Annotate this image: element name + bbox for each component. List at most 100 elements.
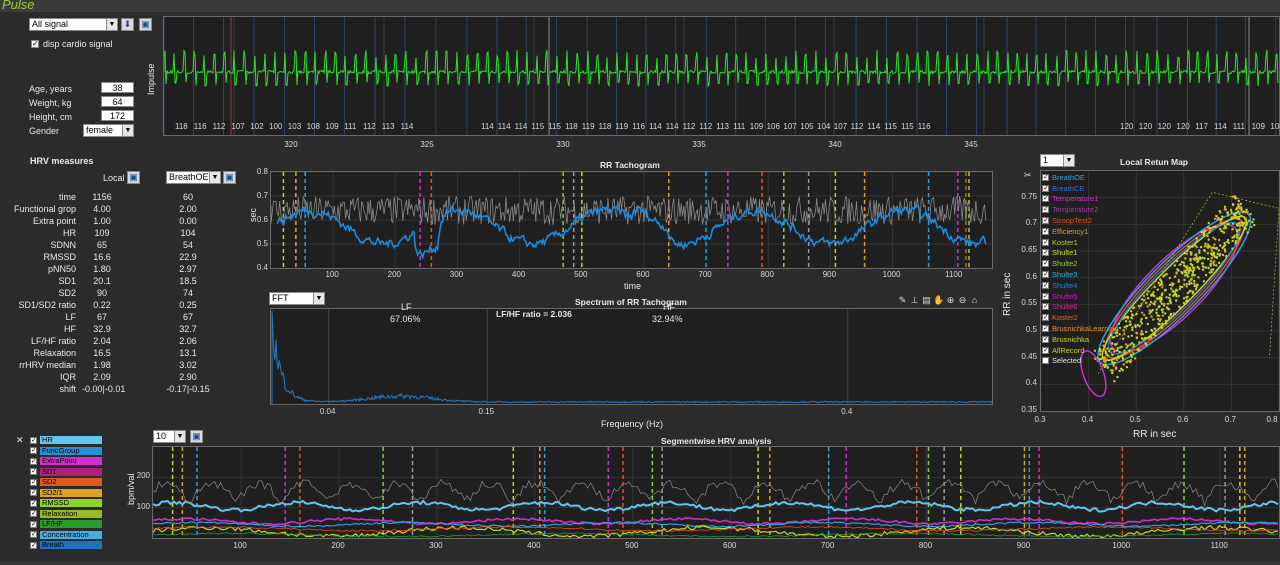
signal-select[interactable]: All signal ▼ bbox=[29, 18, 118, 31]
rm-legend-item[interactable]: ✓ Temperature1 bbox=[1042, 194, 1132, 205]
seg-legend-checkbox[interactable]: ✓ bbox=[30, 478, 37, 486]
rm-legend-item[interactable]: ✓ AllRecord bbox=[1042, 345, 1132, 356]
rr-plot[interactable] bbox=[270, 171, 993, 269]
height-input[interactable]: 172 bbox=[101, 110, 134, 121]
rm-legend-checkbox[interactable]: ✓ bbox=[1042, 249, 1049, 257]
zoom-out-icon[interactable]: ⊖ bbox=[958, 295, 967, 305]
rm-legend-checkbox[interactable]: ✓ bbox=[1042, 271, 1049, 279]
weight-input[interactable]: 64 bbox=[101, 96, 134, 107]
seg-legend-checkbox[interactable]: ✓ bbox=[30, 457, 37, 465]
home-icon[interactable]: ⌂ bbox=[971, 295, 978, 305]
rm-legend-item[interactable]: ✓ Shulte3 bbox=[1042, 269, 1132, 280]
seg-legend-item[interactable]: ✓ Breath bbox=[30, 540, 102, 551]
rm-point bbox=[1210, 268, 1213, 271]
gender-select[interactable]: female ▼ bbox=[83, 124, 134, 137]
segment-plot[interactable] bbox=[152, 446, 1280, 539]
segment-export-icon[interactable]: ▣ bbox=[190, 430, 203, 443]
rm-point bbox=[1193, 282, 1196, 285]
return-map-plot[interactable] bbox=[1040, 170, 1280, 412]
pan-icon[interactable]: ✋ bbox=[933, 295, 945, 305]
rm-legend-item[interactable]: ✓ Koster2 bbox=[1042, 312, 1132, 323]
rm-legend-item[interactable]: ✓ Shulte4 bbox=[1042, 280, 1132, 291]
seg-legend-item[interactable]: ✓ ExtraPoint bbox=[30, 456, 102, 467]
rm-legend-item[interactable]: ✓ Efficiency1 bbox=[1042, 226, 1132, 237]
disp-cardio-checkbox[interactable]: ✓ bbox=[31, 39, 39, 48]
rm-legend-checkbox[interactable]: ✓ bbox=[1042, 260, 1049, 268]
rm-legend-checkbox[interactable]: ✓ bbox=[1042, 227, 1049, 235]
rm-legend-item[interactable]: Selected bbox=[1042, 356, 1132, 367]
rm-point bbox=[1125, 346, 1128, 349]
rm-point bbox=[1151, 293, 1154, 296]
seg-legend-checkbox[interactable]: ✓ bbox=[30, 447, 37, 455]
ecg-plot[interactable] bbox=[163, 16, 1280, 136]
seg-legend-checkbox[interactable]: ✓ bbox=[30, 489, 37, 497]
rm-legend-item[interactable]: ✓ Shulte5 bbox=[1042, 291, 1132, 302]
seg-legend-checkbox[interactable]: ✓ bbox=[30, 520, 37, 528]
local-save-icon[interactable]: ▣ bbox=[127, 171, 140, 184]
seg-legend-item[interactable]: ✓ HR bbox=[30, 435, 102, 446]
rm-legend-item[interactable]: ✓ StroopTest2 bbox=[1042, 215, 1132, 226]
seg-legend-item[interactable]: ✓ FuncGroup bbox=[30, 446, 102, 457]
rm-legend-checkbox[interactable]: ✓ bbox=[1042, 184, 1049, 192]
seg-legend-item[interactable]: ✓ SD1 bbox=[30, 467, 102, 478]
seg-legend-checkbox[interactable]: ✓ bbox=[30, 510, 37, 518]
zoom-in-icon[interactable]: ⊕ bbox=[946, 295, 955, 305]
seg-legend-item[interactable]: ✓ Relaxation bbox=[30, 509, 102, 520]
seg-legend-item[interactable]: ✓ SD2/1 bbox=[30, 488, 102, 499]
seg-legend-item[interactable]: ✓ RMSSD bbox=[30, 498, 102, 509]
rm-legend-checkbox[interactable]: ✓ bbox=[1042, 206, 1049, 214]
hrv-segment-select[interactable]: BreathOE ▼ bbox=[166, 171, 221, 184]
rm-legend-item[interactable]: ✓ BreathCE bbox=[1042, 183, 1132, 194]
rm-point bbox=[1142, 294, 1146, 298]
rm-legend-checkbox[interactable]: ✓ bbox=[1042, 217, 1049, 225]
export-icon[interactable]: ▤ bbox=[922, 295, 931, 305]
rm-legend-item[interactable]: ✓ Shulte2 bbox=[1042, 258, 1132, 269]
seg-legend-checkbox[interactable]: ✓ bbox=[30, 541, 37, 549]
gender-value: female bbox=[86, 125, 114, 135]
spectrum-plot[interactable] bbox=[270, 308, 993, 405]
return-map-select[interactable]: 1 ▼ bbox=[1040, 154, 1075, 167]
spectrum-mode-select[interactable]: FFT ▼ bbox=[269, 292, 325, 305]
rm-legend-checkbox[interactable]: ✓ bbox=[1042, 238, 1049, 246]
rm-point bbox=[1176, 268, 1179, 271]
segment-size-select[interactable]: 10 ▼ bbox=[153, 430, 186, 443]
segment-save-icon[interactable]: ▣ bbox=[223, 171, 236, 184]
scissors-icon[interactable]: ✂ bbox=[1024, 170, 1032, 180]
brush-icon[interactable]: ✎ bbox=[898, 295, 907, 305]
rm-legend-checkbox[interactable]: ✓ bbox=[1042, 335, 1049, 343]
rm-legend-item[interactable]: ✓ Brusnichka bbox=[1042, 334, 1132, 345]
seg-legend-checkbox[interactable]: ✓ bbox=[30, 531, 37, 539]
rm-legend-item[interactable]: ✓ Koster1 bbox=[1042, 237, 1132, 248]
seg-legend-checkbox[interactable]: ✓ bbox=[30, 436, 37, 444]
rm-point bbox=[1162, 275, 1165, 278]
rm-legend-checkbox[interactable]: ✓ bbox=[1042, 281, 1049, 289]
rm-legend-item[interactable]: ✓ BreathOE bbox=[1042, 172, 1132, 183]
save-icon[interactable]: ▣ bbox=[139, 18, 152, 31]
rm-legend-checkbox[interactable]: ✓ bbox=[1042, 346, 1049, 354]
rm-legend-checkbox[interactable]: ✓ bbox=[1042, 303, 1049, 311]
age-input[interactable]: 38 bbox=[101, 82, 134, 93]
rm-legend-checkbox[interactable] bbox=[1042, 357, 1049, 365]
seg-legend-checkbox[interactable]: ✓ bbox=[30, 499, 37, 507]
rm-legend-checkbox[interactable]: ✓ bbox=[1042, 195, 1049, 203]
rm-legend-checkbox[interactable]: ✓ bbox=[1042, 173, 1049, 181]
rm-legend-checkbox[interactable]: ✓ bbox=[1042, 292, 1049, 300]
rm-legend-item[interactable]: ✓ Shulte6 bbox=[1042, 302, 1132, 313]
rm-legend-checkbox[interactable]: ✓ bbox=[1042, 314, 1049, 322]
seg-legend-item[interactable]: ✓ SD2 bbox=[30, 477, 102, 488]
seg-legend-item[interactable]: ✓ LF/HF bbox=[30, 519, 102, 530]
seg-legend-checkbox[interactable]: ✓ bbox=[30, 468, 37, 476]
rm-legend-item[interactable]: ✓ BrusnichkaLearning bbox=[1042, 323, 1132, 334]
rm-legend-item[interactable]: ✓ Temperature2 bbox=[1042, 204, 1132, 215]
rm-legend-item[interactable]: ✓ Shulte1 bbox=[1042, 248, 1132, 259]
rm-legend-checkbox[interactable]: ✓ bbox=[1042, 325, 1049, 333]
rm-point bbox=[1140, 298, 1144, 301]
load-button[interactable]: ⬇ bbox=[121, 18, 134, 31]
datatip-icon[interactable]: ⊥ bbox=[910, 295, 919, 305]
beat-label: 107 bbox=[783, 122, 797, 131]
rm-point bbox=[1117, 322, 1120, 326]
close-icon[interactable]: ✕ bbox=[16, 435, 24, 445]
seg-legend-item[interactable]: ✓ Concentration bbox=[30, 530, 102, 541]
beat-label: 114 bbox=[649, 122, 662, 131]
rm-point bbox=[1187, 245, 1190, 248]
